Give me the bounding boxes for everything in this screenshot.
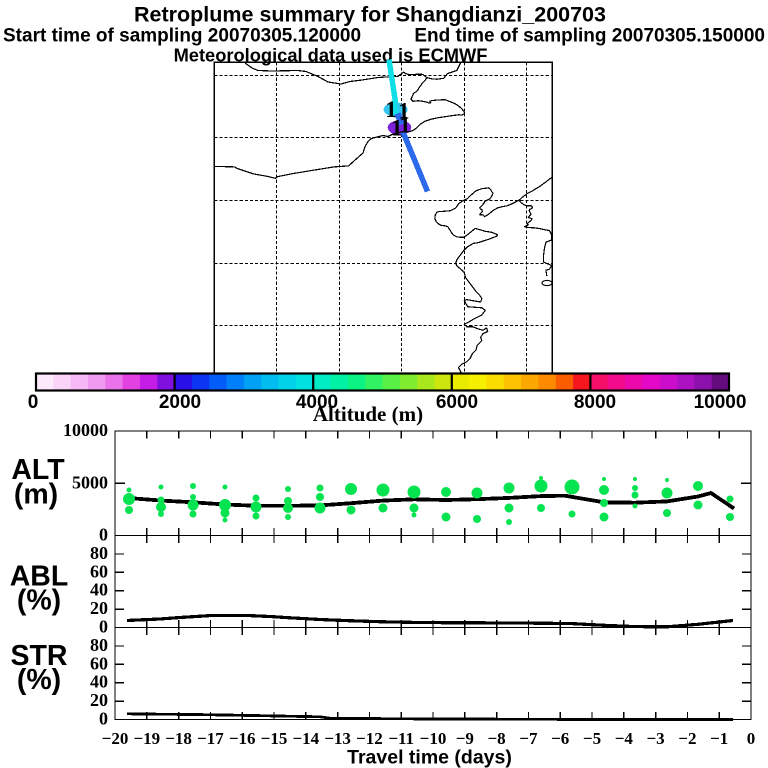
svg-text:1: 1: [398, 99, 410, 124]
svg-text:0: 0: [28, 392, 39, 413]
svg-text:Retroplume summary for Shangdi: Retroplume summary for Shangdianzi_20070…: [134, 3, 606, 27]
svg-text:80: 80: [90, 543, 108, 563]
svg-text:Travel time (days): Travel time (days): [347, 747, 512, 768]
svg-text:−8: −8: [488, 729, 506, 748]
svg-text:−12: −12: [356, 729, 383, 748]
svg-text:−2: −2: [678, 729, 696, 748]
svg-text:60: 60: [90, 561, 108, 581]
svg-text:20: 20: [90, 690, 108, 710]
svg-text:1: 1: [385, 97, 397, 122]
svg-text:60: 60: [90, 653, 108, 673]
svg-text:0: 0: [99, 617, 108, 637]
svg-text:−11: −11: [388, 729, 414, 748]
svg-text:ABL: ABL: [10, 561, 69, 593]
svg-text:−19: −19: [133, 729, 160, 748]
svg-text:−13: −13: [324, 729, 351, 748]
svg-text:−7: −7: [519, 729, 538, 748]
svg-text:−20: −20: [102, 729, 129, 748]
svg-text:10000: 10000: [63, 420, 108, 440]
svg-text:Meteorological data used is EC: Meteorological data used is ECMWF: [174, 45, 488, 66]
svg-text:−14: −14: [292, 729, 319, 748]
svg-text:1: 1: [399, 113, 411, 138]
svg-text:20: 20: [90, 598, 108, 618]
svg-text:−16: −16: [229, 729, 256, 748]
svg-text:0: 0: [99, 525, 108, 545]
svg-text:8000: 8000: [574, 392, 616, 413]
svg-text:80: 80: [90, 635, 108, 655]
svg-text:Start time of sampling 2007030: Start time of sampling 20070305.120000: [3, 26, 361, 47]
svg-text:−17: −17: [197, 729, 224, 748]
svg-text:Altitude (m): Altitude (m): [313, 402, 423, 426]
svg-text:−1: −1: [710, 729, 728, 748]
svg-text:0: 0: [99, 709, 108, 729]
svg-text:0: 0: [747, 729, 756, 748]
svg-text:6000: 6000: [436, 392, 478, 413]
svg-text:−9: −9: [456, 729, 474, 748]
svg-text:End time of sampling 20070305.: End time of sampling 20070305.150000: [414, 26, 765, 47]
svg-text:(m): (m): [14, 479, 58, 511]
svg-text:−5: −5: [583, 729, 601, 748]
svg-text:−15: −15: [261, 729, 288, 748]
svg-text:−4: −4: [615, 729, 634, 748]
svg-text:(%): (%): [17, 664, 61, 696]
svg-text:1: 1: [391, 115, 403, 140]
svg-text:5000: 5000: [72, 472, 108, 492]
svg-text:2000: 2000: [159, 392, 201, 413]
svg-text:−3: −3: [647, 729, 665, 748]
svg-text:STR: STR: [11, 640, 68, 672]
svg-text:40: 40: [90, 672, 108, 692]
svg-text:10000: 10000: [694, 392, 747, 413]
svg-text:ALT: ALT: [11, 454, 65, 486]
svg-text:(%): (%): [17, 585, 61, 617]
svg-text:−18: −18: [165, 729, 192, 748]
svg-text:−6: −6: [551, 729, 569, 748]
svg-text:40: 40: [90, 580, 108, 600]
svg-text:−10: −10: [420, 729, 447, 748]
svg-text:4000: 4000: [296, 392, 338, 413]
